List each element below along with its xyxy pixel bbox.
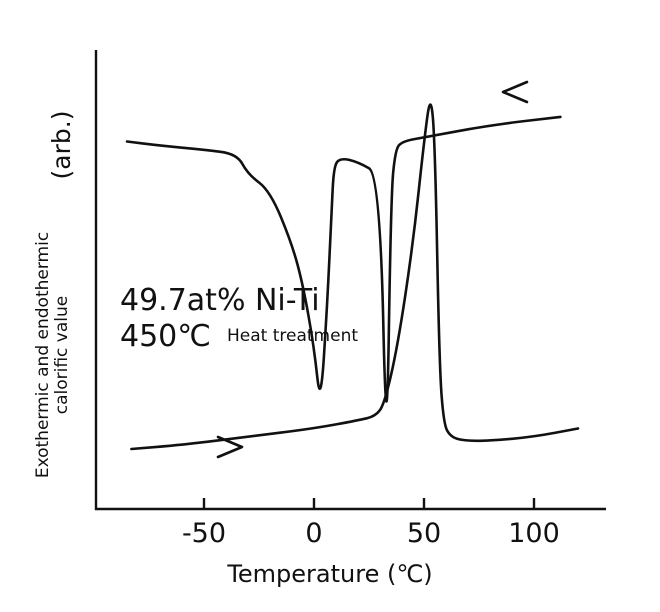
- x-axis-title: Temperature (℃): [226, 560, 432, 588]
- cooling-arrow-icon: [501, 80, 529, 104]
- annotation-alloy: 49.7at% Ni-Ti: [120, 283, 320, 318]
- x-tick-label-3: 100: [508, 518, 560, 549]
- curves: [125, 103, 580, 451]
- y-axis-title-line-1: Exothermic and endothermic: [33, 232, 53, 478]
- direction-arrows: [216, 80, 529, 459]
- x-tick-label-2: 50: [407, 518, 441, 549]
- x-ticks: [202, 498, 536, 509]
- cooling-curve: [125, 115, 562, 403]
- x-tick-label-1: 0: [305, 518, 322, 549]
- y-axis-title-line-2: calorific value: [52, 296, 72, 415]
- annotation-treatment: Heat treatment: [227, 326, 358, 346]
- annotation-temperature: 450℃: [120, 319, 211, 354]
- heating-curve: [130, 103, 580, 451]
- x-tick-label-0: -50: [182, 518, 226, 549]
- y-axis-unit: (arb.): [47, 111, 76, 180]
- heating-arrow-icon: [216, 435, 244, 459]
- y-axis-title: Exothermic and endothermic calorific val…: [33, 232, 72, 478]
- x-tick-labels: -50 0 50 100: [182, 518, 560, 549]
